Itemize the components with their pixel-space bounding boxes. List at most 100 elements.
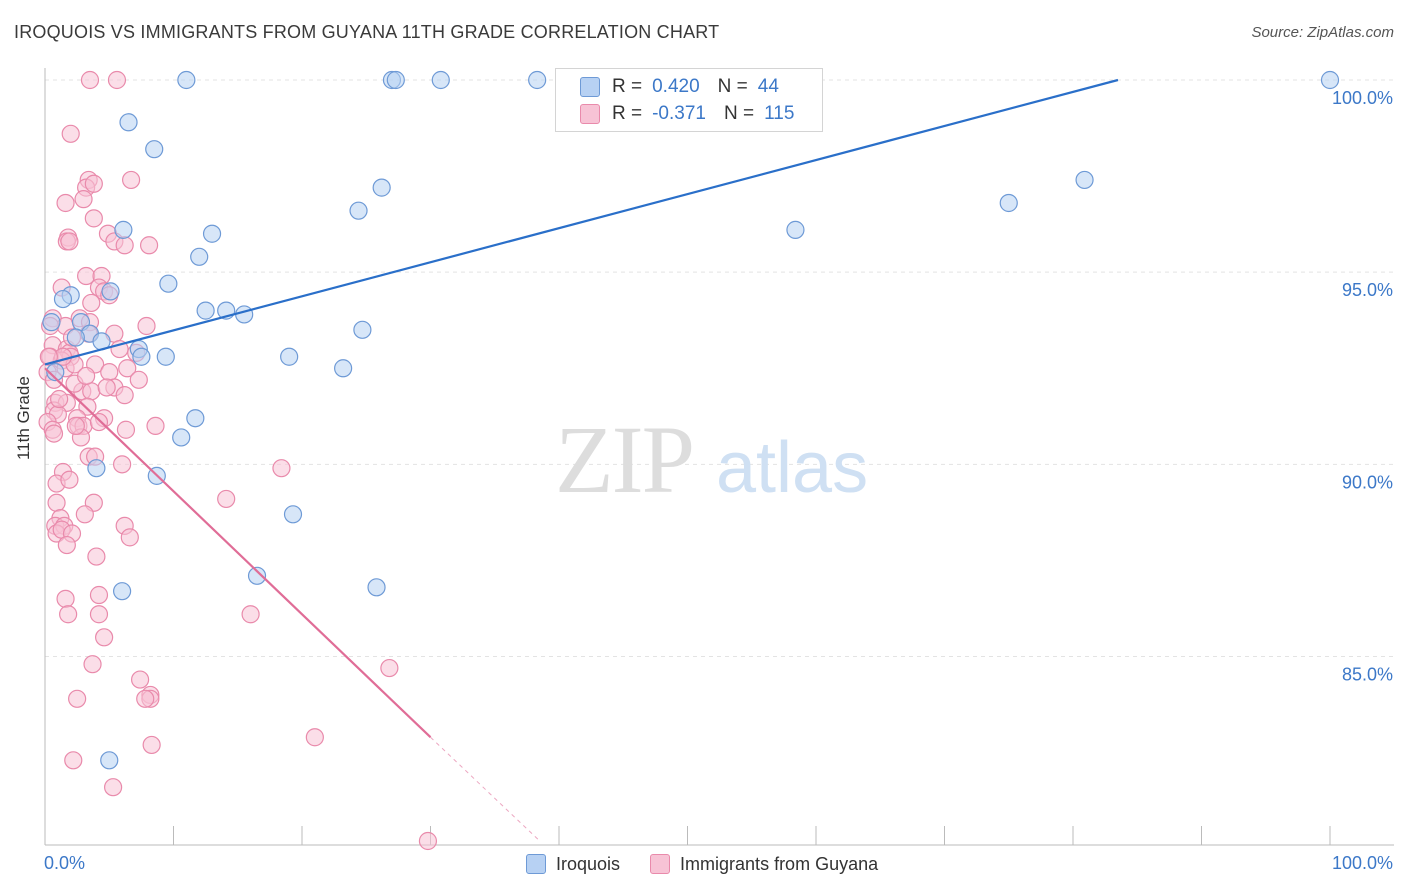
guyana-point-86 xyxy=(56,589,75,608)
iroquois-point-15 xyxy=(190,247,209,266)
series-legend: Iroquois Immigrants from Guyana xyxy=(526,852,908,876)
guyana-point-89 xyxy=(89,605,109,624)
y-tick-label-95: 95.0% xyxy=(1342,280,1393,300)
guyana-point-16 xyxy=(139,236,159,255)
guyana-point-8 xyxy=(74,190,93,209)
guyana-point-71 xyxy=(60,470,79,489)
guyana-point-107 xyxy=(97,378,116,397)
n-value: 115 xyxy=(764,103,795,124)
guyana-point-12 xyxy=(60,232,79,251)
iroquois-point-10 xyxy=(786,220,805,239)
guyana-point-2 xyxy=(61,124,80,143)
guyana-point-92 xyxy=(83,655,102,674)
iroquois-point-7 xyxy=(145,140,164,159)
guyana-point-29 xyxy=(137,316,156,336)
iroquois-point-13 xyxy=(114,220,133,239)
guyana-point-91 xyxy=(95,628,114,647)
iroquois-point-42 xyxy=(100,751,119,770)
trend-lines xyxy=(44,78,1119,842)
legend-item-guyana: Immigrants from Guyana xyxy=(650,854,878,875)
watermark: ZIP atlas xyxy=(555,406,868,513)
iroquois-point-41 xyxy=(367,578,386,597)
iroquois-point-19 xyxy=(196,301,215,320)
y-tick-label-85: 85.0% xyxy=(1342,665,1393,685)
guyana-point-45 xyxy=(129,370,148,389)
iroquois-point-32 xyxy=(334,359,353,378)
watermark-atlas: atlas xyxy=(716,428,868,508)
iroquois-point-30 xyxy=(280,347,299,366)
guyana-point-98 xyxy=(136,689,155,708)
r-label: R = xyxy=(612,103,643,124)
iroquois-trend-line xyxy=(44,78,1119,366)
y-tick-label-100: 100.0% xyxy=(1332,88,1393,108)
y-tick-label-90: 90.0% xyxy=(1342,472,1393,492)
iroquois-point-38 xyxy=(283,505,303,524)
guyana-point-88 xyxy=(59,605,78,624)
grid-lines xyxy=(45,79,1394,658)
guyana-point-109 xyxy=(77,366,96,386)
tick-labels: 0.0% 100.0% 85.0% 90.0% 95.0% 100.0% xyxy=(44,88,1393,873)
guyana-point-22 xyxy=(82,293,101,313)
legend-row-guyana: R = -0.371 N = 115 xyxy=(580,102,794,126)
iroquois-point-35 xyxy=(172,428,191,447)
guyana-point-94 xyxy=(130,670,150,689)
n-label: N = xyxy=(723,103,755,124)
blue-swatch-icon xyxy=(580,77,600,97)
iroquois-point-18 xyxy=(101,282,120,301)
iroquois-point-14 xyxy=(202,224,222,243)
guyana-trend-line xyxy=(44,367,432,739)
guyana-point-99 xyxy=(305,728,324,747)
guyana-point-84 xyxy=(57,535,76,555)
guyana-point-93 xyxy=(380,658,399,678)
guyana-point-97 xyxy=(68,689,87,708)
r-value: -0.371 xyxy=(652,103,706,124)
guyana-point-62 xyxy=(116,420,136,439)
iroquois-point-40 xyxy=(112,582,132,601)
iroquois-point-22 xyxy=(42,313,61,332)
guyana-point-74 xyxy=(217,489,236,509)
guyana-point-43 xyxy=(118,359,137,378)
watermark-zip: ZIP xyxy=(555,406,693,513)
guyana-point-72 xyxy=(47,493,66,512)
legend-label: Iroquois xyxy=(556,853,621,874)
guyana-point-69 xyxy=(272,459,291,478)
r-label: R = xyxy=(612,76,643,97)
guyana-point-102 xyxy=(104,778,123,797)
iroquois-point-36 xyxy=(87,459,106,478)
guyana-point-47 xyxy=(82,382,101,401)
guyana-point-111 xyxy=(66,416,85,436)
guyana-point-106 xyxy=(39,347,58,366)
guyana-point-100 xyxy=(142,735,161,755)
pink-swatch-icon xyxy=(650,854,671,874)
guyana-point-87 xyxy=(89,585,109,605)
iroquois-point-25 xyxy=(66,328,85,347)
iroquois-point-12 xyxy=(1075,170,1094,190)
iroquois-point-8 xyxy=(372,178,391,197)
guyana-point-85 xyxy=(87,547,106,566)
iroquois-point-4 xyxy=(528,70,547,90)
guyana-point-90 xyxy=(241,605,260,624)
guyana-point-15 xyxy=(115,236,134,255)
guyana-trend-extension xyxy=(430,736,541,842)
guyana-point-5 xyxy=(84,174,103,193)
n-value: 44 xyxy=(757,76,779,97)
legend-row-iroquois: R = 0.420 N = 44 xyxy=(580,75,779,99)
iroquois-point-11 xyxy=(999,193,1018,213)
iroquois-point-29 xyxy=(156,347,175,366)
iroquois-point-5 xyxy=(1320,70,1340,90)
guyana-point-7 xyxy=(56,193,75,213)
chart-source: Source: ZipAtlas.com xyxy=(1251,24,1394,41)
r-value: 0.420 xyxy=(652,76,700,97)
guyana-point-60 xyxy=(89,412,109,432)
guyana-point-9 xyxy=(84,209,103,228)
guyana-point-49 xyxy=(115,386,134,405)
iroquois-point-33 xyxy=(46,363,65,382)
guyana-point-6 xyxy=(121,170,141,190)
legend-item-iroquois: Iroquois xyxy=(526,854,620,875)
guyana-point-42 xyxy=(100,363,119,382)
guyana-point-83 xyxy=(120,528,139,547)
iroquois-point-21 xyxy=(235,305,254,324)
series-iroquois-points xyxy=(42,70,1340,770)
y-axis-label: 11th Grade xyxy=(14,376,33,460)
